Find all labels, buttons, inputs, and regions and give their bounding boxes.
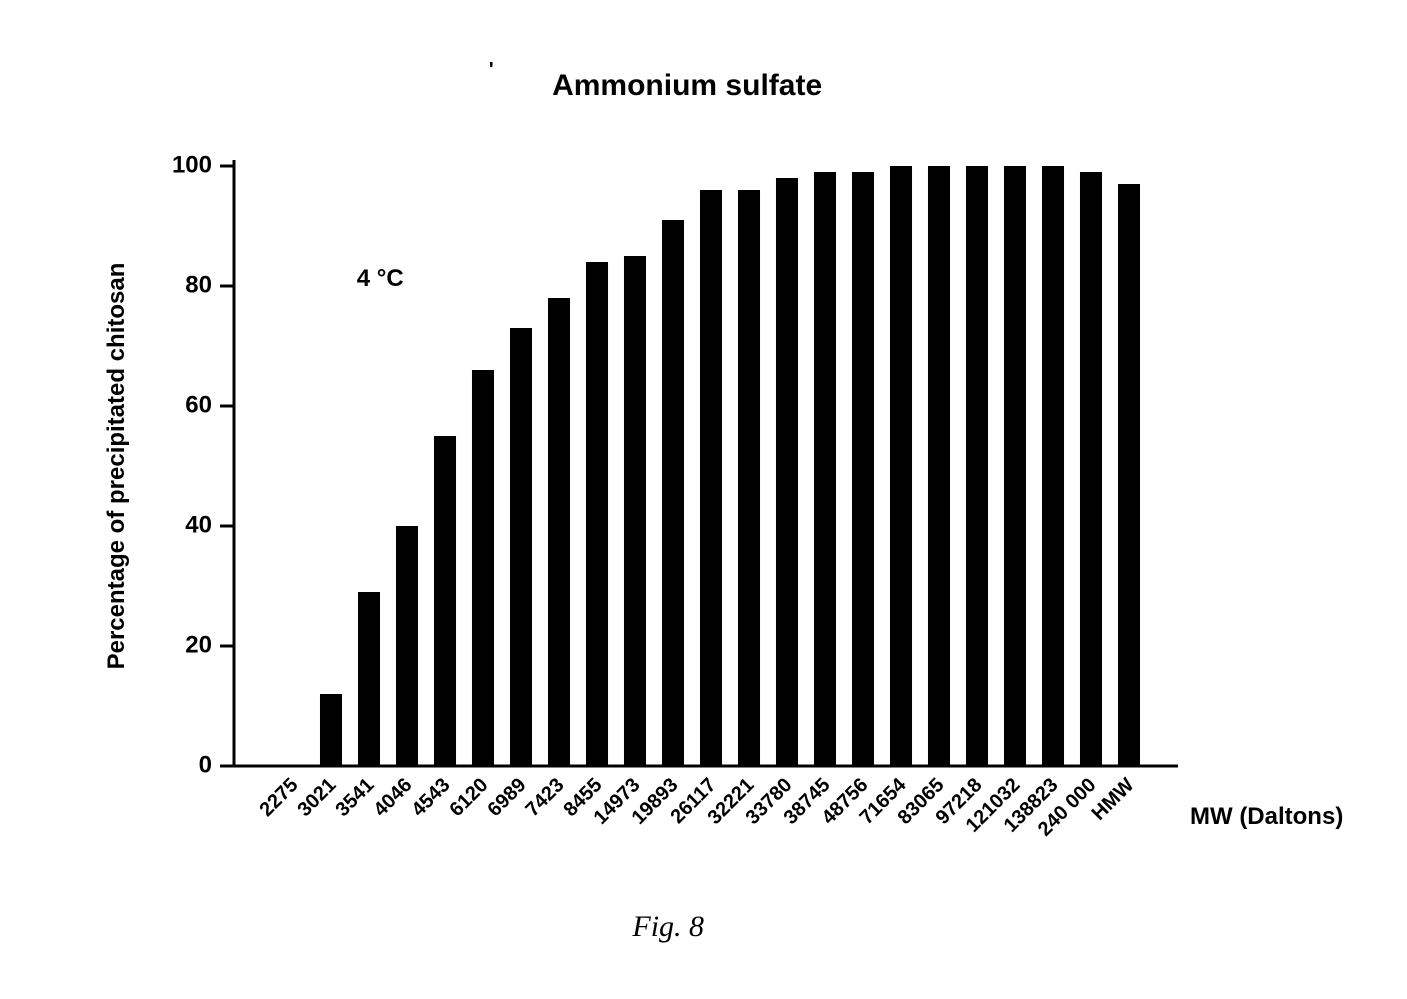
bar [928,166,950,766]
figure-label: Fig. 8 [631,910,704,943]
temperature-annotation: 4 °C [357,265,404,292]
x-tick-label: 6120 [446,774,493,821]
x-tick-label: HMW [1088,774,1139,825]
x-tick-label: 4046 [370,774,417,821]
y-tick-label: 20 [185,631,212,658]
x-tick-label: 2275 [256,774,303,821]
chart-svg: Ammonium sulfate ' 0 20 40 60 80 100 22753021354… [0,0,1407,999]
bar [434,436,456,766]
y-tick-label: 80 [185,271,212,298]
bar [814,172,836,766]
bar [1080,172,1102,766]
chart-title: Ammonium sulfate [552,69,822,102]
y-tick-label: 60 [185,391,212,418]
bar [510,328,532,766]
x-tick-label: 3021 [294,774,341,821]
y-tick-label: 100 [172,151,212,178]
y-tick-label: 0 [199,751,212,778]
bar [1004,166,1026,766]
bar [548,298,570,766]
bar [320,694,342,766]
stray-mark: ' [489,59,494,81]
bar [1118,184,1140,766]
bar [890,166,912,766]
bar [586,262,608,766]
bar [662,220,684,766]
bar [358,592,380,766]
x-axis-label: MW (Daltons) [1190,803,1343,830]
bar [966,166,988,766]
bar [738,190,760,766]
x-tick-label: 6989 [484,774,531,821]
bar [624,256,646,766]
bar [776,178,798,766]
x-tick-label: 4543 [408,774,455,821]
x-tick-label: 7423 [522,774,569,821]
y-axis-label: Percentage of precipitated chitosan [103,263,130,670]
bar [852,172,874,766]
x-tick-label: 3541 [332,774,379,821]
figure-canvas: Ammonium sulfate ' 0 20 40 60 80 100 22753021354… [0,0,1407,999]
y-tick-label: 40 [185,511,212,538]
bar [1042,166,1064,766]
bar [700,190,722,766]
bar [396,526,418,766]
bar [472,370,494,766]
